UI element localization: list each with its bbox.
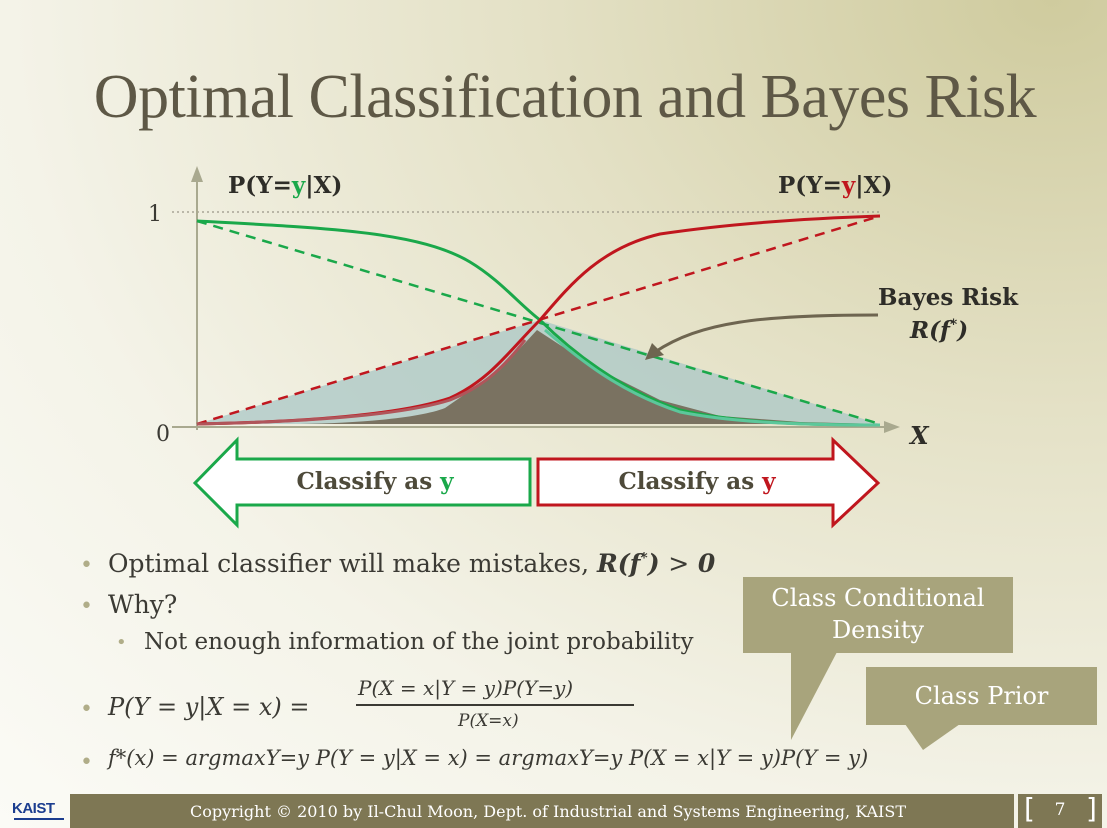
right-curve-label: P(Y=y|X) (778, 172, 892, 199)
class-conditional-callout-tail (791, 652, 837, 740)
classify-right-arrow (536, 436, 881, 529)
slide-title: Optimal Classification and Bayes Risk (93, 63, 1037, 131)
y-tick-1: 1 (148, 202, 162, 227)
y-tick-0: 0 (156, 422, 170, 447)
bullet-2: Why? (108, 590, 178, 619)
bullet-dot-2: • (80, 594, 93, 619)
class-conditional-callout: Class Conditional Density (743, 577, 1013, 653)
class-prior-callout-tail (905, 724, 960, 750)
left-arrow-text: Classify as (296, 468, 433, 495)
kaist-logo-underline (14, 818, 64, 820)
x-axis-label: X (908, 421, 930, 450)
kaist-logo: KAIST (12, 800, 55, 817)
y-axis-arrowhead (191, 166, 203, 182)
red-curve-tail (196, 339, 527, 426)
fraction-bar (356, 704, 634, 706)
page-number-box: [ 7 ] (1018, 792, 1102, 828)
bullet-3-denominator: P(X=x) (458, 711, 519, 731)
bullet-1-math: R(f*) > 0 (597, 549, 716, 578)
bullet-4: f*(x) = argmaxY=y P(Y = y|X = x) = argma… (108, 746, 869, 770)
green-curve-tail (544, 328, 881, 427)
bullet-3-numerator: P(X = x|Y = y)P(Y=y) (358, 676, 574, 700)
left-arrow-label: Classify as y (250, 468, 500, 495)
footer: KAIST Copyright © 2010 by Il-Chul Moon, … (0, 792, 1107, 828)
sub-bullet: Not enough information of the joint prob… (144, 629, 694, 655)
bullet-1-text: Optimal classifier will make mistakes, (108, 549, 590, 578)
bayes-risk-symbol: R(f*) (909, 317, 968, 344)
bayes-risk-area (300, 330, 880, 424)
bayes-risk-pointer (654, 313, 879, 354)
sub-bullet-dot: • (116, 632, 127, 653)
bullet-dot-4: • (80, 750, 93, 775)
class-prior-callout: Class Prior (866, 667, 1097, 725)
left-arrow-class: y (440, 468, 454, 495)
bullet-dot-3: • (80, 697, 93, 722)
page-number: 7 (1054, 800, 1066, 820)
copyright-text: Copyright © 2010 by Il-Chul Moon, Dept. … (190, 802, 906, 821)
right-bracket-icon: ] (1086, 792, 1097, 825)
left-bracket-icon: [ (1024, 792, 1035, 825)
right-arrow-label: Classify as y (572, 468, 822, 495)
bayes-risk-label: Bayes Risk (878, 284, 1019, 311)
footer-bar (70, 794, 1014, 828)
right-arrow-class: y (762, 468, 776, 495)
classify-left-arrow (192, 436, 532, 529)
bayes-risk-pointer-head (645, 343, 664, 360)
bullet-1: Optimal classifier will make mistakes, R… (108, 549, 715, 578)
bullet-dot-1: • (80, 553, 93, 578)
x-axis-arrowhead (884, 421, 900, 433)
bayes-risk-figure: 1 0 X P(Y=y|X) P(Y=y|X) Bayes Risk R(f*) (148, 166, 1019, 529)
bullet-3-lhs: P(Y = y|X = x) = (108, 693, 310, 721)
left-curve-label: P(Y=y|X) (228, 172, 342, 199)
right-arrow-text: Classify as (618, 468, 755, 495)
